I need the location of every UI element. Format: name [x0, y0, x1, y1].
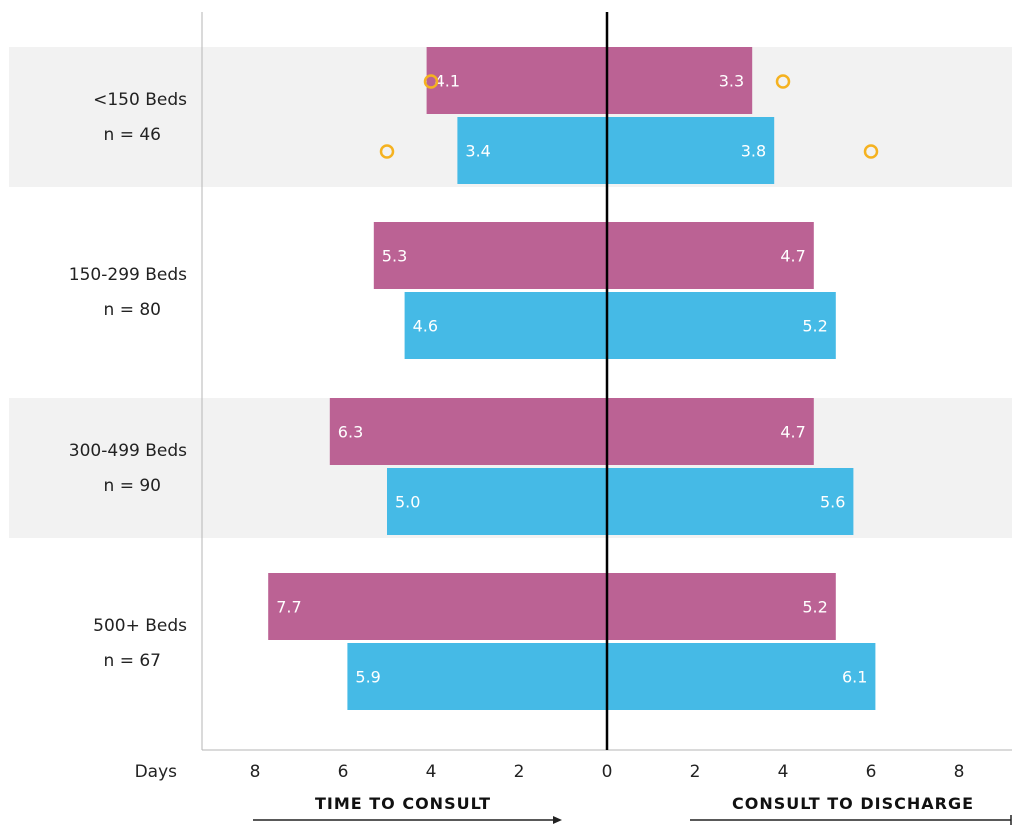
bar-value-label: 5.9: [355, 668, 380, 687]
time-to-consult-title: TIME TO CONSULT: [315, 794, 491, 813]
x-tick-label: 2: [690, 762, 701, 782]
bar-value-label: 5.2: [802, 598, 827, 617]
x-tick-label: 2: [514, 762, 525, 782]
marker-circle: [863, 144, 879, 159]
bar-time-to-consult: [457, 117, 607, 184]
left-section-arrow: [253, 816, 562, 824]
bar-value-label: 3.3: [719, 72, 744, 91]
x-tick-label: 0: [602, 762, 613, 782]
bar-time-to-consult: [373, 222, 607, 289]
bar-value-label: 4.7: [780, 423, 805, 442]
bar-value-label: 4.1: [435, 72, 460, 91]
x-tick-label: 8: [954, 762, 965, 782]
bar-consult-to-discharge: [607, 222, 814, 289]
x-tick-label: 4: [426, 762, 437, 782]
bar-consult-to-discharge: [607, 117, 775, 184]
bar-value-label: 3.4: [465, 142, 490, 161]
group-n-label: n = 67: [104, 651, 161, 671]
bar-value-label: 7.7: [276, 598, 301, 617]
x-tick-label: 4: [778, 762, 789, 782]
bar-time-to-consult: [329, 398, 607, 465]
marker-circle: [423, 74, 439, 89]
arrow-head: [553, 816, 562, 824]
consult-to-discharge-title: CONSULT TO DISCHARGE: [732, 794, 974, 813]
x-tick-labels: 8 6 4 2 0 2 4 6 8: [250, 762, 965, 782]
bar-time-to-consult: [426, 47, 607, 114]
bar-time-to-consult: [347, 643, 607, 710]
x-tick-label: 6: [866, 762, 877, 782]
group-name-label: 300-499 Beds: [69, 441, 187, 461]
group-n-label: n = 46: [104, 125, 161, 145]
bar-consult-to-discharge: [607, 643, 876, 710]
marker-circle: [775, 74, 791, 89]
right-section-arrow: [690, 815, 1012, 825]
x-tick-label: 6: [338, 762, 349, 782]
bar-value-label: 5.2: [802, 317, 827, 336]
bar-time-to-consult: [268, 573, 607, 640]
bar-value-label: 5.0: [395, 493, 420, 512]
bar-consult-to-discharge: [607, 468, 854, 535]
group-n-label: n = 80: [104, 300, 161, 320]
bar-value-label: 3.8: [741, 142, 766, 161]
bar-value-label: 5.6: [820, 493, 845, 512]
bar-consult-to-discharge: [607, 292, 836, 359]
bar-value-label: 6.3: [338, 423, 363, 442]
bar-time-to-consult: [404, 292, 607, 359]
bar-value-label: 5.3: [382, 247, 407, 266]
group-name-label: <150 Beds: [93, 90, 187, 110]
bar-value-label: 6.1: [842, 668, 867, 687]
bar-value-label: 4.6: [413, 317, 438, 336]
bar-value-label: 4.7: [780, 247, 805, 266]
x-tick-label: 8: [250, 762, 261, 782]
marker-circle: [379, 144, 395, 159]
group-name-label: 500+ Beds: [93, 616, 187, 636]
x-axis-label: Days: [135, 762, 178, 782]
group-name-label: 150-299 Beds: [69, 265, 187, 285]
group-n-label: n = 90: [104, 476, 161, 496]
group-labels: <150 Beds n = 46 150-299 Beds n = 80 300-499…: [69, 90, 187, 671]
bar-consult-to-discharge: [607, 398, 814, 465]
bars-layer: 4.1 3.3 3.4 3.8 5.3 4.7 4.6 5.2 6.3 4.7 5.0 5.6 7.7 5…: [268, 47, 876, 710]
markers-layer: [379, 74, 879, 159]
bar-time-to-consult: [387, 468, 607, 535]
bar-consult-to-discharge: [607, 573, 836, 640]
bar-consult-to-discharge: [607, 47, 753, 114]
